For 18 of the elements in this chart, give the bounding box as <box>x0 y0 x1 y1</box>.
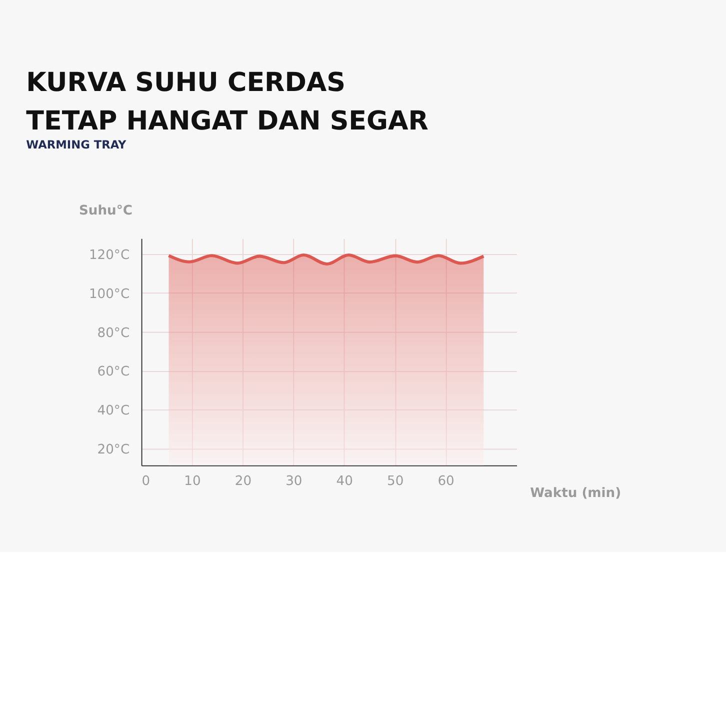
x-tick-label: 40 <box>336 474 353 489</box>
chart-subtitle: WARMING TRAY <box>26 138 127 152</box>
x-tick-label: 50 <box>386 474 404 489</box>
x-axis-title: Waktu (min) <box>530 486 622 502</box>
y-tick-label: 60°C <box>97 364 130 380</box>
y-axis-title: Suhu°C <box>78 203 132 218</box>
x-tick-label: 0 <box>142 474 150 489</box>
x-tick-label: 10 <box>184 474 201 489</box>
x-tick-label: 30 <box>286 474 302 489</box>
x-tick-label: 20 <box>234 474 252 489</box>
text: KURVA SUHU CERDAS <box>26 68 346 98</box>
y-tick-label: 40°C <box>97 404 130 419</box>
y-tick-label: 120°C <box>88 248 130 263</box>
y-tick-label: 20°C <box>97 442 130 458</box>
y-tick-label: 80°C <box>97 326 130 341</box>
y-tick-label: 100°C <box>88 286 130 302</box>
x-tick-label: 60 <box>438 474 454 489</box>
text: TETAP HANGAT DAN SEGAR <box>26 106 428 136</box>
